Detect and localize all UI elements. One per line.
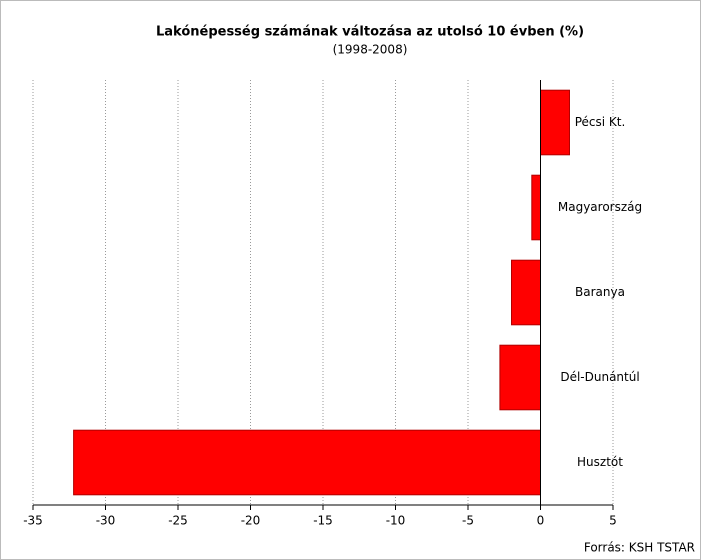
x-tick-label: -20 bbox=[241, 514, 261, 528]
x-tick-label: 0 bbox=[537, 514, 545, 528]
x-tick-label: -35 bbox=[23, 514, 43, 528]
bar bbox=[540, 89, 570, 156]
bar bbox=[73, 429, 541, 496]
chart-subtitle: (1998-2008) bbox=[333, 43, 408, 57]
bar bbox=[511, 259, 541, 326]
source-note: Forrás: KSH TSTAR bbox=[584, 541, 695, 555]
category-label: Dél-Dunántúl bbox=[560, 370, 639, 384]
chart-title: Lakónépesség számának változása az utols… bbox=[156, 25, 584, 40]
x-tick-label: -5 bbox=[462, 514, 474, 528]
x-tick-label: -15 bbox=[313, 514, 333, 528]
category-label: Pécsi Kt. bbox=[575, 115, 626, 129]
category-label: Baranya bbox=[575, 285, 625, 299]
x-tick-label: 5 bbox=[609, 514, 617, 528]
category-label: Husztót bbox=[577, 455, 623, 469]
x-tick-label: -25 bbox=[168, 514, 188, 528]
bar bbox=[531, 174, 541, 241]
bar bbox=[499, 344, 541, 411]
x-tick-label: -30 bbox=[96, 514, 116, 528]
x-tick-label: -10 bbox=[386, 514, 406, 528]
category-label: Magyarország bbox=[558, 200, 642, 214]
